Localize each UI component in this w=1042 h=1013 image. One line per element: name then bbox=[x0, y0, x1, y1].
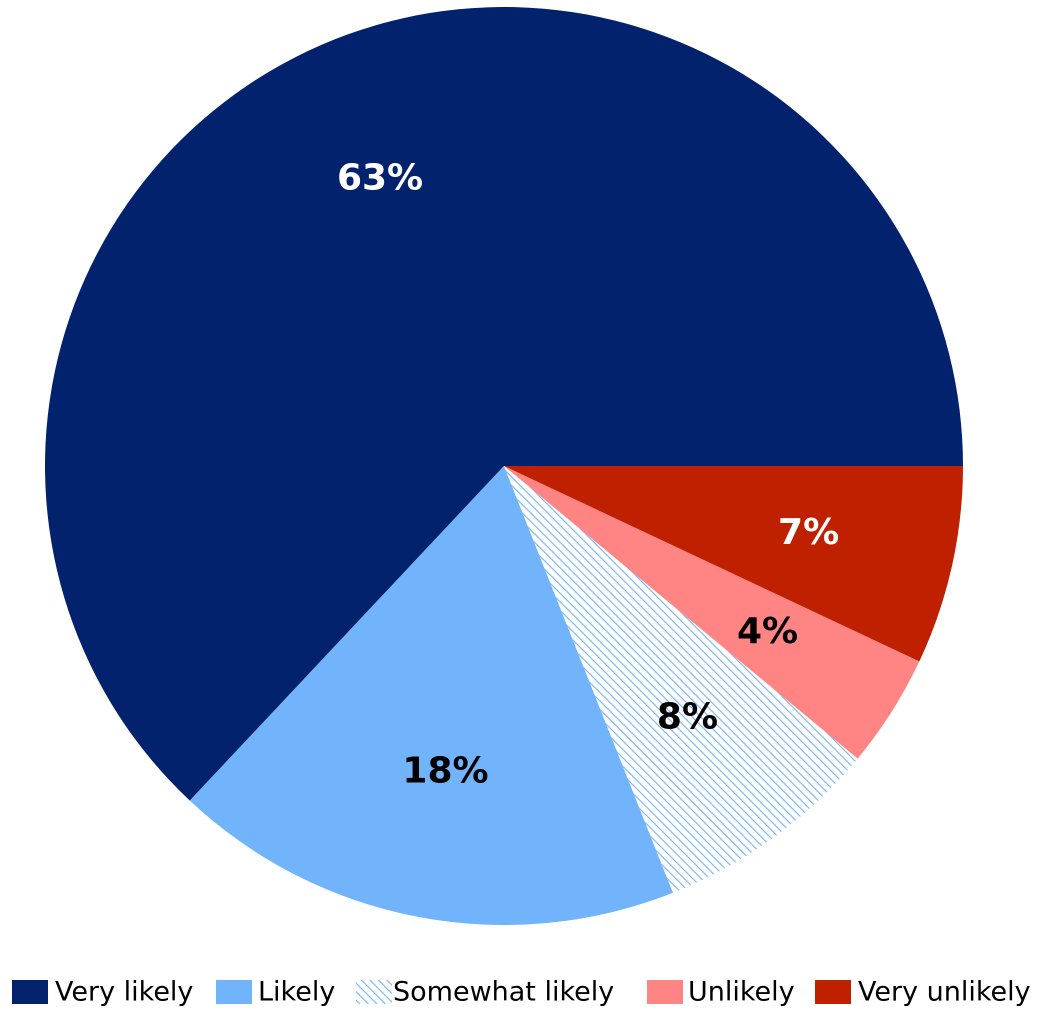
pie-slice bbox=[504, 466, 920, 759]
pie-slice bbox=[189, 466, 673, 925]
pie-slice bbox=[504, 466, 963, 662]
data-label: 4% bbox=[737, 611, 798, 652]
legend-swatch bbox=[647, 980, 683, 1004]
legend-swatch bbox=[356, 980, 392, 1004]
data-label: 63% bbox=[337, 158, 423, 199]
legend-label: Unlikely bbox=[688, 977, 795, 1008]
legend-swatch bbox=[12, 980, 48, 1004]
data-label: 7% bbox=[778, 512, 839, 553]
pie-slice bbox=[44, 7, 964, 801]
pie-slice bbox=[504, 466, 858, 893]
data-label: 8% bbox=[657, 697, 718, 738]
legend-label: Very likely bbox=[55, 977, 193, 1008]
legend-swatch bbox=[815, 980, 851, 1004]
legend-label: Likely bbox=[258, 977, 335, 1008]
data-label: 18% bbox=[402, 751, 488, 792]
legend-swatch bbox=[216, 980, 252, 1004]
legend-label: Very unlikely bbox=[858, 977, 1031, 1008]
legend-label: Somewhat likely bbox=[393, 977, 614, 1008]
